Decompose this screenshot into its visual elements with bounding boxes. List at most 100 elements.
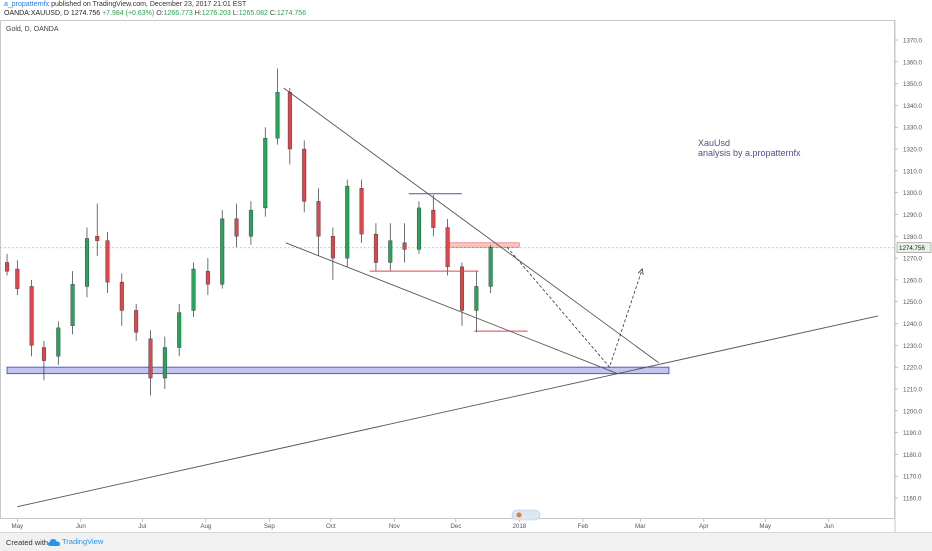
y-tick-label: 1310.0 — [903, 168, 922, 175]
candle — [263, 127, 268, 217]
candle-body — [459, 266, 464, 311]
y-tick-label: 1290.0 — [903, 212, 922, 219]
candle-body — [248, 209, 253, 237]
candle-body — [431, 209, 436, 228]
y-tick-label: 1240.0 — [903, 321, 922, 328]
y-tick-label: 1360.0 — [903, 59, 922, 66]
candle-body — [148, 338, 153, 379]
y-tick-label: 1190.0 — [903, 430, 922, 437]
candle — [15, 260, 20, 296]
y-tick-label: 1180.0 — [903, 452, 922, 459]
y-tick-label: 1220.0 — [903, 365, 922, 372]
candle-body — [359, 188, 364, 235]
x-tick-label: Nov — [389, 523, 401, 530]
candle — [148, 330, 153, 396]
candle-body — [275, 92, 280, 139]
candle — [248, 201, 253, 246]
y-tick-label: 1200.0 — [903, 408, 922, 415]
candle — [359, 179, 364, 243]
close-label: C: — [269, 10, 277, 17]
candle — [134, 303, 139, 341]
candle-body — [41, 347, 46, 361]
trend-line-0 — [283, 87, 659, 364]
candle-body — [388, 240, 393, 263]
author-link[interactable]: a_propatternfx — [4, 1, 50, 8]
candle-body — [330, 236, 335, 259]
candle-body — [5, 262, 10, 272]
annotation-line: analysis by a.propatternfx — [698, 148, 801, 158]
tradingview-watermark — [511, 509, 541, 521]
candle-body — [95, 236, 100, 241]
candle-body — [302, 148, 307, 202]
candle-body — [191, 268, 196, 311]
last-price: 1274.756 — [70, 10, 101, 17]
candle — [316, 188, 321, 256]
candle — [459, 262, 464, 326]
symbol-label: OANDA:XAUUSD, D — [4, 10, 69, 17]
candle — [5, 253, 10, 276]
candle — [70, 271, 75, 335]
candle — [220, 210, 225, 289]
candle — [373, 223, 378, 272]
watermark-dot — [516, 512, 522, 518]
high-label: H: — [194, 10, 202, 17]
chart-title: Gold, D, OANDA — [6, 26, 59, 33]
footer-bar: Created with TradingView — [0, 532, 932, 551]
candle — [474, 271, 479, 333]
candle-body — [56, 327, 61, 357]
candle — [41, 340, 46, 381]
candle-body — [134, 310, 139, 333]
chart-frame[interactable]: Gold, D, OANDA XauUsd analysis by a.propa… — [0, 20, 932, 532]
tradingview-logo[interactable]: TradingView — [48, 537, 128, 548]
current-price-box — [896, 242, 932, 253]
candle — [162, 336, 167, 389]
y-tick-label: 1260.0 — [903, 277, 922, 284]
candle-body — [488, 247, 493, 287]
candle-body — [205, 270, 210, 285]
projection-arrowhead — [637, 268, 644, 275]
y-tick-label: 1230.0 — [903, 343, 922, 350]
candle — [205, 258, 210, 296]
y-tick-label: 1370.0 — [903, 38, 922, 45]
open-value: 1266.773 — [163, 10, 193, 17]
candle — [275, 68, 280, 145]
publish-info: published on TradingView.com, December 2… — [51, 1, 247, 8]
candle — [119, 273, 124, 326]
x-tick-label: Jul — [138, 523, 146, 530]
candle-body — [445, 227, 450, 268]
projection-path — [506, 246, 643, 368]
tradingview-cloud-icon — [48, 539, 60, 546]
candle-body — [402, 242, 407, 250]
candle-body — [316, 201, 321, 237]
y-tick-label: 1280.0 — [903, 234, 922, 241]
x-tick-label: Jun — [76, 523, 87, 530]
trend-line-1 — [285, 242, 618, 375]
created-with-text: Created with — [6, 538, 49, 547]
x-tick-label: Dec — [450, 523, 461, 530]
candle — [234, 203, 239, 248]
x-tick-label: May — [759, 523, 772, 530]
candle — [105, 231, 110, 293]
candle — [29, 279, 34, 357]
y-tick-label: 1270.0 — [903, 256, 922, 263]
price-change: +7.984 (+0.63%) — [102, 10, 155, 17]
y-tick-label: 1320.0 — [903, 147, 922, 154]
candle-body — [105, 240, 110, 283]
candle-body — [474, 286, 479, 311]
candle-body — [345, 185, 350, 259]
candle — [445, 218, 450, 276]
candle — [330, 227, 335, 280]
candle — [488, 245, 493, 293]
y-tick-label: 1170.0 — [903, 474, 922, 481]
candle — [416, 201, 421, 254]
y-tick-label: 1340.0 — [903, 103, 922, 110]
candle — [402, 223, 407, 263]
y-tick-label: 1160.0 — [903, 496, 922, 503]
y-tick-label: 1350.0 — [903, 81, 922, 88]
resistance-zone — [447, 242, 520, 248]
candle — [191, 262, 196, 317]
candle-body — [84, 238, 89, 287]
x-tick-label: Apr — [699, 523, 709, 530]
